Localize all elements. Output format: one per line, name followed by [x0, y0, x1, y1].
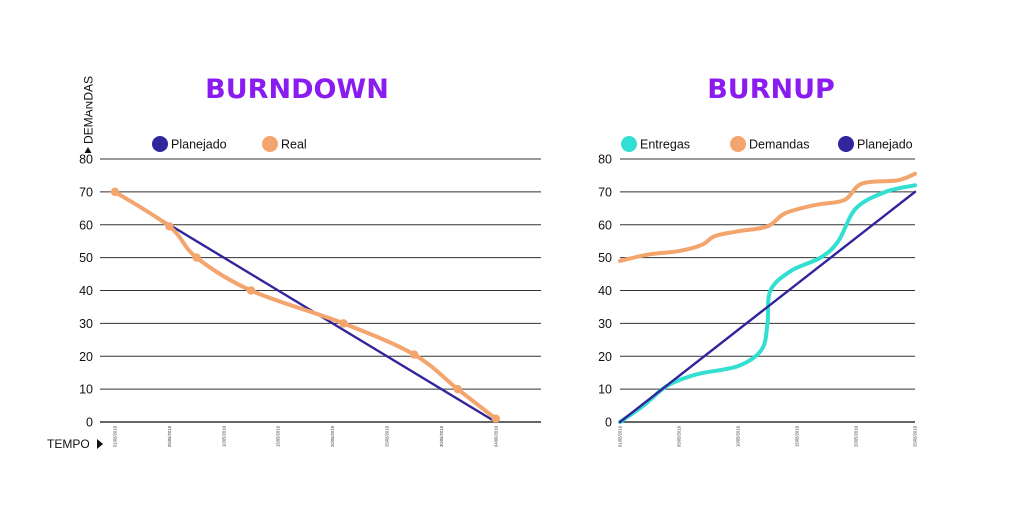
- y-axis-arrow-icon: [84, 147, 92, 153]
- x-tick-label: 20/05/2019: [330, 425, 335, 447]
- y-tick-label: 50: [598, 251, 612, 265]
- y-tick-label: 20: [598, 350, 612, 364]
- data-point: [491, 414, 500, 423]
- x-tick-label: 10/05/2019: [221, 425, 226, 447]
- legend-swatch-planejado: [838, 136, 854, 152]
- burndown-x-axis-label: TEMPO: [47, 437, 103, 451]
- burndown-ylabel: DEMANDAS: [82, 76, 96, 144]
- burnup-gridlines: [620, 158, 915, 423]
- x-tick-label: 05/05/2019: [167, 425, 172, 447]
- burnup-title: BURNUP: [707, 74, 835, 105]
- burnup-x-ticks: 01/05/2019 05/05/2019 10/05/2019 15/05/2019…: [618, 425, 918, 447]
- legend-label-demandas: Demandas: [749, 138, 809, 152]
- data-point: [192, 253, 201, 262]
- series-line-planejado: [113, 190, 497, 424]
- y-tick-label: 10: [598, 383, 612, 397]
- legend-swatch-planejado: [152, 136, 168, 152]
- data-point: [410, 350, 419, 359]
- x-tick-label: 01/05/2019: [113, 425, 118, 447]
- x-tick-label: 25/05/2019: [913, 425, 918, 447]
- y-tick-label: 60: [598, 218, 612, 232]
- burnup-legend: Entregas Demandas Planejado: [621, 136, 913, 152]
- y-tick-label: 60: [79, 218, 93, 232]
- legend-swatch-demandas: [730, 136, 746, 152]
- legend-label-planejado: Planejado: [171, 138, 227, 152]
- x-tick-label: 04/06/2019: [493, 425, 498, 447]
- burndown-gridlines: [100, 158, 541, 423]
- x-tick-label: 25/05/2019: [385, 425, 390, 447]
- burndown-xlabel: TEMPO: [47, 437, 90, 451]
- data-point: [453, 384, 462, 394]
- legend-label-real: Real: [281, 138, 307, 152]
- x-tick-label: 30/05/2019: [439, 425, 444, 447]
- burndown-legend: Planejado Real: [152, 136, 307, 152]
- x-tick-label: 15/05/2019: [276, 425, 281, 447]
- burndown-x-ticks: 01/05/2019 05/05/2019 10/05/2019 15/05/2019…: [113, 425, 499, 447]
- x-tick-label: 15/05/2019: [795, 425, 800, 447]
- y-tick-label: 30: [598, 317, 612, 331]
- y-tick-label: 0: [605, 416, 612, 430]
- burndown-y-axis-label: DEMANDAS: [82, 76, 96, 153]
- y-tick-label: 40: [79, 284, 93, 298]
- x-tick-label: 01/05/2019: [618, 425, 623, 447]
- series-line-planejado: [618, 190, 917, 424]
- legend-swatch-real: [262, 136, 278, 152]
- y-tick-label: 70: [79, 185, 93, 199]
- burndown-y-ticks: 0 10 20 30 40 50 60 70 80: [79, 153, 93, 430]
- legend-label-entregas: Entregas: [640, 138, 690, 152]
- x-axis-arrow-icon: [97, 439, 103, 449]
- y-tick-label: 50: [79, 251, 93, 265]
- data-point: [110, 187, 120, 197]
- y-tick-label: 80: [79, 153, 93, 167]
- burnup-y-ticks: 0 10 20 30 40 50 60 70 80: [598, 153, 612, 430]
- series-line-demandas: [618, 171, 917, 263]
- burnup-series: [618, 171, 917, 424]
- x-tick-label: 10/05/2019: [736, 425, 741, 447]
- data-point: [165, 222, 174, 231]
- legend-label-planejado: Planejado: [857, 138, 913, 152]
- data-point: [246, 286, 256, 295]
- burndown-series: [110, 187, 500, 424]
- x-tick-label: 20/05/2019: [854, 425, 859, 447]
- burndown-title: BURNDOWN: [205, 74, 389, 105]
- y-tick-label: 40: [598, 284, 612, 298]
- legend-swatch-entregas: [621, 136, 637, 152]
- y-tick-label: 0: [86, 416, 93, 430]
- y-tick-label: 20: [79, 350, 93, 364]
- y-tick-label: 10: [79, 383, 93, 397]
- burndown-chart: BURNDOWN 0 10 20 30 40 50 60 70 80 01/05/2019 05/…: [47, 74, 541, 451]
- burnup-chart: BURNUP 0 10 20 30 40 50 60 70 80 01/05/2019 05/05…: [598, 74, 917, 447]
- x-tick-label: 05/05/2019: [677, 425, 682, 447]
- ylabel-clip-mask: [60, 100, 86, 114]
- y-tick-label: 70: [598, 185, 612, 199]
- data-point: [339, 319, 348, 328]
- y-tick-label: 80: [598, 153, 612, 167]
- y-tick-label: 30: [79, 317, 93, 331]
